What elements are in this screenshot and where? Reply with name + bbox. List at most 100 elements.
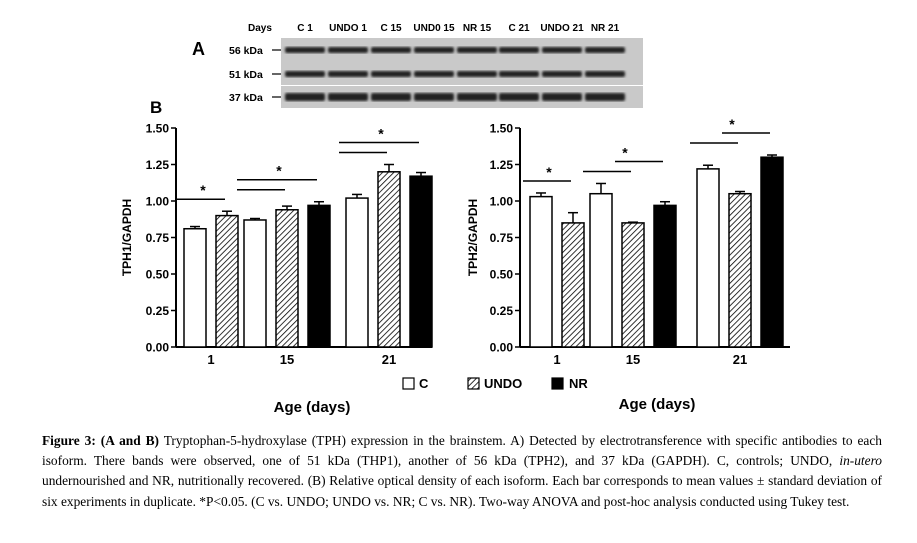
blot-band (328, 47, 368, 53)
blot-band (285, 47, 325, 53)
blot-marker-label: 37 kDa (229, 92, 263, 104)
legend: C UNDO NR (402, 376, 588, 391)
blot-band (542, 47, 582, 53)
caption-figure-parts: (A and B) (100, 433, 160, 448)
bar-undo (621, 222, 645, 348)
figure: A Days C 1 UNDO 1 C 15 UND0 15 NR 15 C 21 UNDO… (120, 23, 790, 416)
y-tick-label: 0.00 (490, 341, 514, 355)
bar-nr (653, 204, 677, 348)
panel-b-label: B (150, 98, 162, 117)
y-axis-label: TPH2/GAPDH (466, 199, 480, 276)
caption-text-1: Tryptophan-5-hydroxylase (TPH) expressio… (42, 433, 882, 469)
y-tick-label: 0.50 (490, 268, 514, 282)
western-blot: A Days C 1 UNDO 1 C 15 UND0 15 NR 15 C 21 UNDO… (192, 23, 643, 108)
blot-band (371, 71, 411, 77)
blot-lane-label: NR 21 (591, 23, 620, 34)
panel-a-label: A (192, 39, 205, 59)
bar-c (345, 197, 369, 348)
figure-caption: Figure 3: (A and B) Tryptophan-5-hydroxy… (42, 431, 882, 512)
blot-band (371, 93, 411, 101)
blot-band (371, 47, 411, 53)
blot-band (542, 71, 582, 77)
legend-swatch-nr (551, 377, 564, 390)
bar-c (589, 192, 613, 348)
blot-band (414, 47, 454, 53)
blot-band (499, 93, 539, 101)
legend-swatch-c (402, 377, 415, 390)
blot-band (414, 93, 454, 101)
x-tick-label: 15 (626, 352, 640, 367)
chart-tph1: 0.00 0.25 0.50 0.75 1.00 1.25 1.50 TPH1/GAPDH Ag… (120, 122, 433, 416)
y-tick-label: 0.25 (146, 304, 170, 318)
bar-nr (409, 175, 433, 348)
blot-lane-label: UNDO 21 (540, 23, 584, 34)
bar-undo (561, 222, 585, 348)
bar-nr (307, 204, 331, 348)
blot-band (585, 93, 625, 101)
blot-band (457, 93, 497, 101)
y-tick-label: 1.00 (146, 195, 170, 209)
y-tick-label: 0.75 (490, 231, 514, 245)
y-tick-label: 0.50 (146, 268, 170, 282)
blot-band (457, 71, 497, 77)
y-tick-label: 1.25 (490, 158, 514, 172)
blot-band (585, 47, 625, 53)
x-axis-label: Age (days) (274, 399, 351, 416)
blot-marker-label: 51 kDa (229, 69, 263, 81)
y-tick-label: 0.00 (146, 341, 170, 355)
legend-label-undo: UNDO (484, 376, 522, 391)
y-tick-label: 1.25 (146, 158, 170, 172)
bar-undo (215, 214, 239, 348)
caption-text-2: undernourished and NR, nutritionally rec… (42, 473, 882, 509)
blot-lane-label: C 1 (297, 23, 313, 34)
blot-lane-label: C 21 (508, 23, 530, 34)
blot-lane-label: NR 15 (463, 23, 492, 34)
y-axis-label: TPH1/GAPDH (120, 199, 134, 276)
blot-band (328, 93, 368, 101)
blot-marker-label: 56 kDa (229, 45, 263, 57)
bar-undo (728, 192, 752, 348)
significance-star: * (276, 163, 282, 179)
y-tick-label: 1.00 (490, 195, 514, 209)
significance-star: * (200, 182, 206, 198)
x-axis-label: Age (days) (619, 396, 696, 413)
x-tick-label: 1 (207, 352, 214, 367)
blot-band (585, 71, 625, 77)
significance-star: * (378, 126, 384, 142)
x-tick-label: 21 (733, 352, 747, 367)
legend-swatch-undo (467, 377, 480, 390)
blot-band (285, 93, 325, 101)
blot-band (285, 71, 325, 77)
significance-star: * (729, 116, 735, 132)
blot-band (328, 71, 368, 77)
blot-band (414, 71, 454, 77)
bar-undo (377, 171, 401, 348)
significance-star: * (622, 144, 628, 160)
bar-c (696, 168, 720, 348)
blot-band (542, 93, 582, 101)
blot-band (457, 47, 497, 53)
bar-c (183, 227, 207, 348)
y-tick-label: 1.50 (146, 122, 170, 136)
days-label: Days (248, 23, 272, 34)
bar-c (529, 195, 553, 348)
blot-band (499, 71, 539, 77)
blot-lane-label: C 15 (380, 23, 402, 34)
legend-label-c: C (419, 376, 429, 391)
x-tick-label: 1 (553, 352, 560, 367)
blot-lane-label: UNDO 1 (329, 23, 367, 34)
x-tick-label: 21 (382, 352, 396, 367)
bar-undo (275, 209, 299, 348)
legend-label-nr: NR (569, 376, 588, 391)
y-tick-label: 1.50 (490, 122, 514, 136)
bar-nr (760, 156, 784, 348)
y-tick-label: 0.25 (490, 304, 514, 318)
caption-italic: in-utero (839, 453, 882, 469)
blot-band (499, 47, 539, 53)
x-tick-label: 15 (280, 352, 294, 367)
y-tick-label: 0.75 (146, 231, 170, 245)
bar-c (243, 219, 267, 348)
blot-lane-label: UND0 15 (413, 23, 455, 34)
significance-star: * (546, 164, 552, 180)
chart-tph2: 0.00 0.25 0.50 0.75 1.00 1.25 1.50 TPH2/GAPDH Ag… (466, 116, 790, 413)
